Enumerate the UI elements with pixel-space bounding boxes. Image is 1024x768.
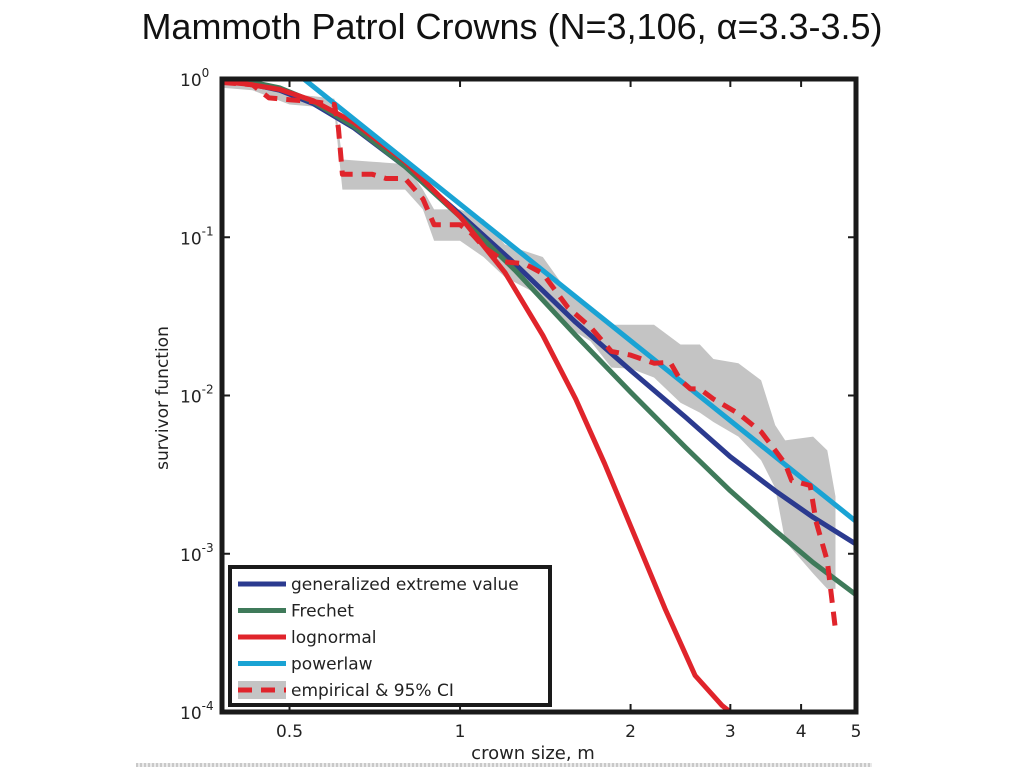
- slide-bottom-rule: [136, 763, 872, 767]
- x-tick-label: 3: [725, 722, 736, 742]
- x-tick-label: 4: [796, 722, 807, 742]
- legend-entry: empirical & 95% CI: [238, 681, 454, 701]
- legend-entry: generalized extreme value: [238, 575, 519, 595]
- x-tick-label: 0.5: [276, 722, 303, 742]
- legend-entry: lognormal: [238, 628, 376, 648]
- legend-label: empirical & 95% CI: [291, 681, 454, 701]
- y-tick-label: 100: [180, 66, 209, 91]
- legend-items: generalized extreme value Frechet lognorma…: [238, 575, 519, 701]
- legend-label: lognormal: [291, 628, 376, 648]
- y-axis-label: survivor function: [153, 326, 173, 470]
- legend: generalized extreme value Frechet lognorma…: [228, 565, 552, 707]
- y-tick-label: 10-1: [180, 224, 214, 249]
- y-tick-label: 10-3: [180, 541, 214, 566]
- y-tick-label: 10-4: [180, 699, 214, 724]
- x-tick-label: 5: [851, 722, 862, 742]
- series-layer: [222, 79, 856, 712]
- page-title: Mammoth Patrol Crowns (N=3,106, α=3.3-3.…: [141, 6, 883, 47]
- legend-entry: Frechet: [238, 602, 354, 622]
- x-tick-label: 2: [625, 722, 636, 742]
- tick-layer: 0.5 1 2 3 4 5 100 10-1 10-2 10-3 10-4: [180, 66, 861, 742]
- series-line-powerlaw: [301, 79, 856, 524]
- legend-label: Frechet: [291, 602, 354, 622]
- ci-band: [222, 79, 836, 589]
- series-line-frechet: [222, 79, 856, 598]
- series-line-generalized-extreme-value: [222, 79, 856, 547]
- x-axis-label: crown size, m: [471, 743, 595, 764]
- legend-label: powerlaw: [291, 655, 373, 675]
- legend-label: generalized extreme value: [291, 575, 519, 595]
- legend-entry: powerlaw: [238, 655, 373, 675]
- series-line-empirical-95-ci: [222, 80, 838, 631]
- confidence-band-layer: [222, 79, 836, 589]
- y-tick-label: 10-2: [180, 383, 214, 408]
- x-tick-label: 1: [455, 722, 466, 742]
- series-line-lognormal: [222, 79, 733, 712]
